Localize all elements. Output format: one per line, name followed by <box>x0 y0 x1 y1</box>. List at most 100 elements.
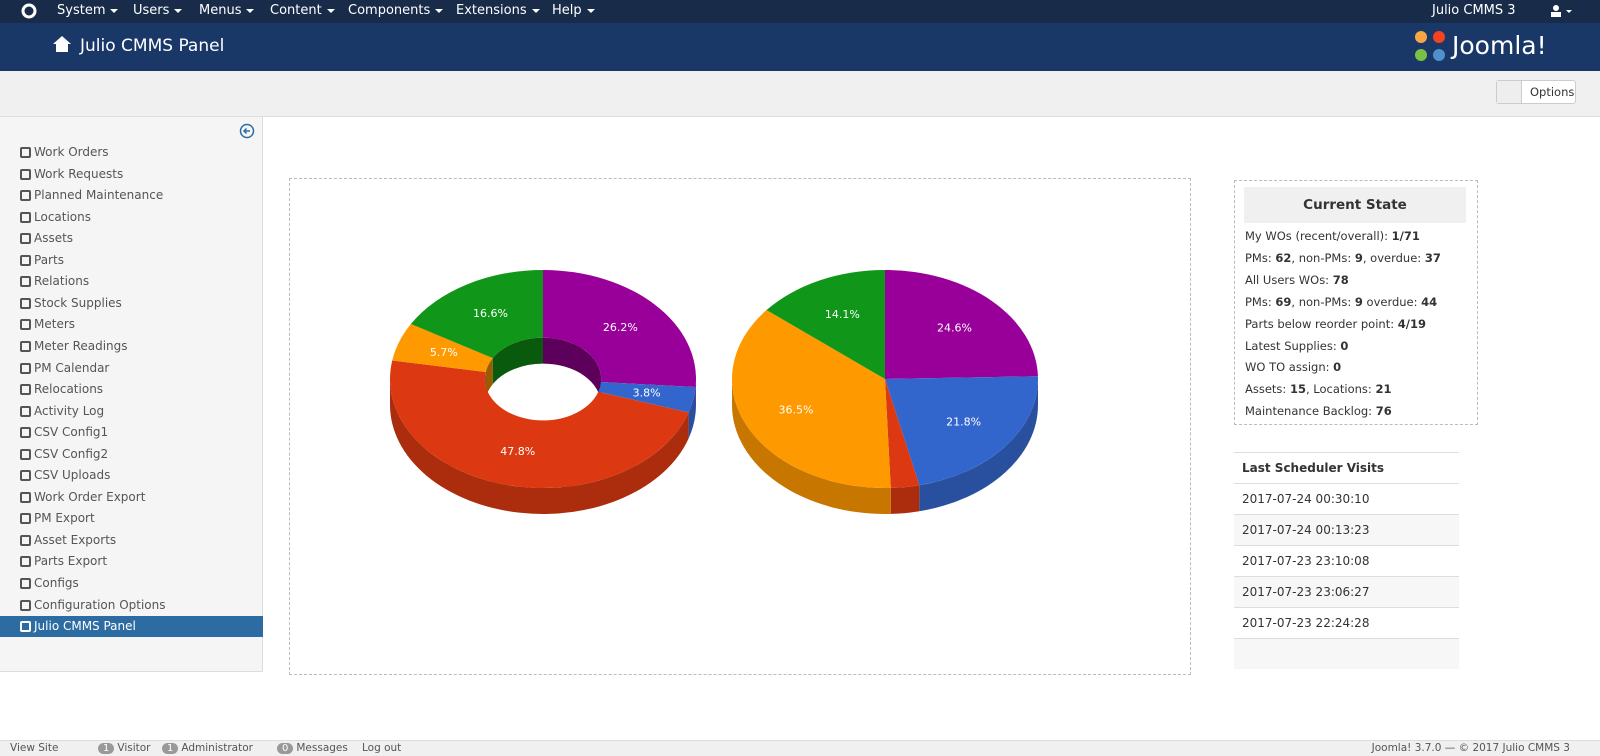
sidebar-label: Work Order Export <box>34 489 146 504</box>
user-menu[interactable] <box>1550 4 1574 18</box>
sidebar-item[interactable]: Planned Maintenance <box>0 185 263 206</box>
slice-side <box>688 387 696 439</box>
sidebar-item[interactable]: Parts <box>0 250 263 271</box>
slice <box>885 270 1038 379</box>
nav-item[interactable]: Content <box>270 3 335 18</box>
scheduler-empty-row <box>1234 638 1459 669</box>
nav-label: Content <box>270 3 322 18</box>
collapse-toggle[interactable] <box>239 123 255 139</box>
sidebar-item[interactable]: Parts Export <box>0 551 263 572</box>
sidebar-label: Stock Supplies <box>34 295 122 310</box>
sidebar-item[interactable]: Work Orders <box>0 142 263 163</box>
state-value: 78 <box>1332 272 1349 287</box>
nav-item[interactable]: Help <box>552 3 595 18</box>
sidebar-label: Planned Maintenance <box>34 188 164 203</box>
sidebar-item[interactable]: CSV Uploads <box>0 465 263 486</box>
site-link[interactable]: Julio CMMS 3 <box>1432 3 1516 18</box>
nav-item[interactable]: Users <box>133 3 183 18</box>
sidebar-item[interactable]: Meters <box>0 314 263 335</box>
sidebar-icon <box>20 599 31 611</box>
sidebar-item[interactable]: Asset Exports <box>0 530 263 551</box>
scheduler-row: 2017-07-23 22:24:28 <box>1234 607 1459 638</box>
caret <box>174 8 183 13</box>
copyright: © 2017 Julio CMMS 3 <box>1458 742 1570 754</box>
sidebar-icon <box>20 147 31 158</box>
sidebar-item[interactable]: Meter Readings <box>0 336 263 357</box>
footer-item[interactable]: View Site <box>10 742 58 754</box>
sidebar-icon <box>20 168 31 180</box>
sidebar-item[interactable]: Stock Supplies <box>0 293 263 314</box>
sidebar-item[interactable]: CSV Config2 <box>0 444 263 465</box>
sidebar-item[interactable]: Configuration Options <box>0 595 263 616</box>
sidebar-label: Activity Log <box>34 403 105 418</box>
sidebar-item[interactable]: Locations <box>0 207 263 228</box>
state-value: 44 <box>1421 294 1438 309</box>
sidebar-item[interactable]: CSV Config1 <box>0 422 263 443</box>
sidebar-item[interactable]: Julio CMMS Panel <box>0 616 263 638</box>
sidebar-item[interactable]: Work Order Export <box>0 487 263 508</box>
state-label: Parts below reorder point: <box>1245 316 1398 331</box>
slice-label: 26.2% <box>603 321 638 334</box>
nav-item[interactable]: System <box>57 3 119 18</box>
slice-side <box>390 379 689 515</box>
slice-label: 47.8% <box>500 445 535 458</box>
sidebar-label: Assets <box>34 231 74 246</box>
slice <box>766 270 885 379</box>
sidebar-label: Relations <box>34 274 90 289</box>
state-label: PMs: <box>1245 250 1276 265</box>
slice <box>389 360 689 489</box>
footer-count: 1 <box>162 743 179 754</box>
sidebar-icon <box>20 621 31 633</box>
scheduler-row: 2017-07-24 00:30:10 <box>1234 483 1459 514</box>
state-label: My WOs (recent/overall): <box>1245 229 1392 243</box>
options-button[interactable]: Options <box>1496 80 1576 104</box>
footer-item[interactable]: 1 Visitor <box>98 742 151 754</box>
state-label: , non-PMs: <box>1291 250 1355 265</box>
header: Julio CMMS Panel Joomla! <box>0 23 1600 71</box>
nav-item[interactable]: Components <box>348 3 444 18</box>
state-row: PMs: 62, non-PMs: 9, overdue: 37 <box>1245 251 1441 265</box>
caret <box>531 8 540 13</box>
sidebar-label: Parts <box>34 252 64 267</box>
slice-label: 3.8% <box>633 386 661 399</box>
footer-item[interactable]: 1 Administrator <box>162 742 253 754</box>
sidebar-item[interactable]: Work Requests <box>0 164 263 185</box>
state-value: 9 <box>1354 294 1363 309</box>
options-label: Options <box>1530 85 1575 99</box>
nav-label: System <box>57 3 106 18</box>
sidebar-icon <box>20 513 31 525</box>
sidebar-item[interactable]: Relations <box>0 271 263 292</box>
footer-item[interactable]: Log out <box>362 742 401 754</box>
sidebar-item[interactable]: Activity Log <box>0 401 263 422</box>
sidebar-icon <box>20 427 31 439</box>
sidebar-icon <box>20 384 31 396</box>
sidebar-item[interactable]: PM Calendar <box>0 358 263 379</box>
sidebar: Work Orders Work Requests Planned Maintena… <box>0 117 263 672</box>
state-value: 37 <box>1424 250 1441 265</box>
sidebar-icon <box>20 556 31 568</box>
caret <box>110 8 119 13</box>
footer-label: View Site <box>10 742 59 754</box>
sidebar-icon <box>20 405 31 417</box>
sidebar-item[interactable]: PM Export <box>0 508 263 529</box>
sidebar-label: Parts Export <box>34 554 108 569</box>
nav-item[interactable]: Extensions <box>456 3 540 18</box>
nav-item[interactable]: Menus <box>199 3 255 18</box>
sidebar-item[interactable]: Assets <box>0 228 263 249</box>
sidebar-icon <box>20 340 31 352</box>
footer-count: 1 <box>98 743 115 754</box>
joomla-logo <box>1415 31 1445 61</box>
sidebar-label: Locations <box>34 209 92 224</box>
state-value: 21 <box>1375 382 1392 397</box>
state-row: My WOs (recent/overall): 1/71 <box>1245 229 1420 243</box>
state-row: All Users WOs: 78 <box>1245 273 1349 287</box>
sidebar-item[interactable]: Relocations <box>0 379 263 400</box>
sidebar-item[interactable]: Configs <box>0 573 263 594</box>
footer-item[interactable]: 0 Messages <box>277 742 348 754</box>
footer-label: Log out <box>362 742 402 754</box>
sidebar-label: Configs <box>34 576 79 590</box>
scheduler-row: 2017-07-24 00:13:23 <box>1234 514 1459 545</box>
nav-label: Extensions <box>456 3 527 18</box>
joomla-icon[interactable] <box>20 2 38 20</box>
top-nav: Julio CMMS 3 System Users Menus Content Comp… <box>0 0 1600 23</box>
